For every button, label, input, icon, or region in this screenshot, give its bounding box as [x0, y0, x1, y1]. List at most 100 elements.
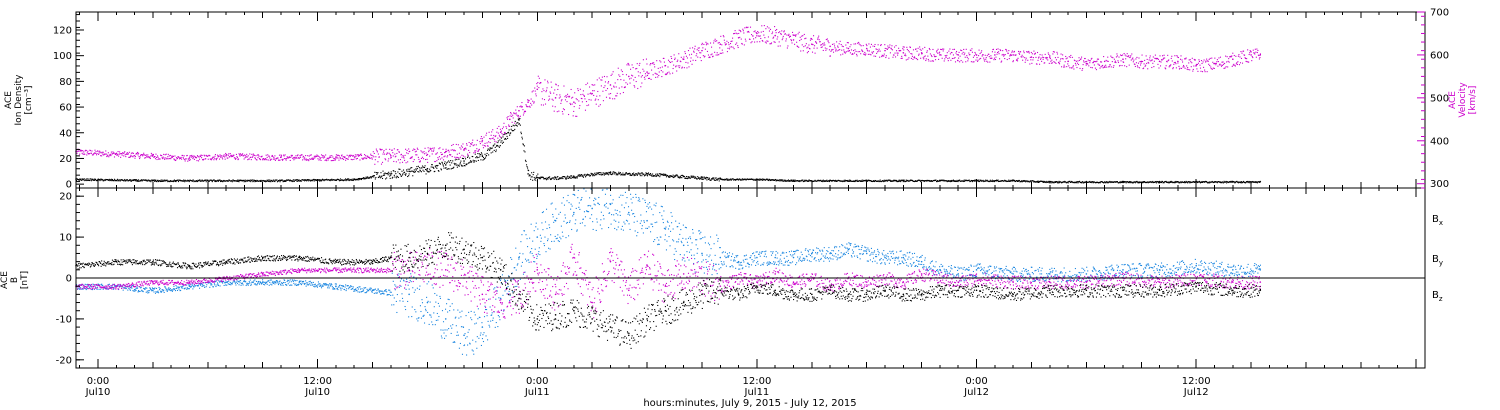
velocity-series-point: [1067, 60, 1069, 63]
by-series-point: [975, 269, 978, 271]
velocity-series-point: [463, 148, 465, 151]
field-axis-title-line: B: [10, 277, 20, 283]
bz-series-point: [1048, 281, 1051, 283]
bx-series-point: [225, 260, 227, 263]
by-series-point: [261, 281, 264, 283]
field-axis-title-line: [nT]: [20, 271, 30, 289]
density-series-point: [481, 155, 484, 157]
velocity-series-point: [335, 156, 337, 158]
velocity-series-point: [1122, 58, 1124, 61]
bz-series-point: [1232, 281, 1234, 283]
velocity-series-point: [884, 49, 886, 52]
bz-series-point: [115, 285, 118, 287]
by-series-point: [829, 252, 831, 255]
velocity-series-point: [280, 156, 282, 158]
bz-series-point: [865, 281, 868, 283]
by-series-point: [554, 219, 557, 222]
velocity-series-point: [792, 39, 795, 41]
field-axis-tick-label: -10: [56, 314, 72, 325]
by-series-point: [536, 236, 539, 238]
bx-series-point: [920, 293, 923, 296]
velocity-series-point: [737, 36, 740, 39]
density-axis-tick-label: 0: [66, 180, 72, 191]
by-series-point: [518, 256, 520, 259]
velocity-series-point: [152, 155, 154, 157]
density-series-point: [1232, 180, 1234, 183]
velocity-series-point: [536, 88, 539, 91]
velocity-series-point: [1259, 54, 1262, 56]
velocity-series-point: [554, 97, 557, 99]
by-series-point: [481, 326, 484, 328]
by-series-point: [847, 248, 850, 251]
velocity-axis-title-line: ACE: [1448, 91, 1458, 109]
bx-series-point: [774, 289, 777, 292]
velocity-series-point: [390, 155, 392, 157]
velocity-series-point: [509, 118, 511, 121]
density-series-point: [829, 179, 831, 182]
bx-series-point: [829, 289, 831, 292]
bx-series-point: [573, 309, 575, 312]
bx-series-point: [1158, 289, 1161, 292]
bz-series-point: [902, 281, 905, 283]
x-tick-day-label: Jul12: [963, 387, 989, 398]
density-series-point: [1012, 179, 1014, 182]
by-series-point: [719, 256, 722, 259]
bx-series-point: [390, 256, 392, 259]
velocity-axis-tick-label: 400: [1430, 136, 1449, 147]
bz-series-point: [646, 264, 648, 267]
x-tick-day-label: Jul10: [304, 387, 330, 398]
velocity-series-point: [1012, 54, 1014, 56]
by-series-point: [444, 318, 447, 320]
bx-series-point: [1085, 289, 1088, 292]
field-axis-tick-label: 10: [59, 233, 72, 244]
bz-series-point: [1012, 281, 1014, 283]
bx-series-point: [682, 301, 685, 304]
by-series-point: [499, 297, 502, 300]
bz-series-point: [756, 281, 758, 283]
density-series-point: [206, 179, 209, 182]
x-tick-day-label: Jul11: [744, 387, 770, 398]
by-series-point: [1012, 273, 1014, 275]
density-axis-title-line: ACE: [4, 91, 14, 109]
x-tick-time-label: 0:00: [526, 376, 548, 387]
density-series-point: [719, 178, 722, 180]
velocity-series-point: [444, 150, 447, 153]
bx-series-point: [188, 264, 191, 267]
density-series-point: [463, 160, 465, 162]
velocity-series-point: [756, 32, 758, 35]
density-axis-tick-label: 80: [59, 77, 72, 88]
by-series-point: [646, 219, 648, 222]
by-series-point: [1158, 269, 1161, 271]
velocity-series: [75, 25, 1262, 165]
bx-series-point: [1122, 289, 1124, 292]
by-series-point: [152, 289, 154, 292]
by-series-point: [408, 293, 410, 296]
bx-series-point: [481, 256, 484, 259]
bx-series-point: [884, 289, 886, 292]
by-series-point: [1259, 269, 1262, 271]
velocity-series-point: [481, 139, 484, 142]
by-series-point: [811, 252, 813, 255]
velocity-series-point: [847, 47, 850, 50]
by-series-point: [298, 281, 301, 283]
velocity-series-point: [719, 43, 722, 45]
x-tick-day-label: Jul10: [85, 387, 111, 398]
density-series-point: [902, 179, 905, 182]
bz-series-point: [371, 269, 374, 271]
bz-series-point: [792, 281, 795, 283]
bx-series-point: [646, 318, 648, 320]
by-series-point: [609, 203, 612, 206]
by-series-point: [627, 211, 630, 214]
bx-series-point: [1048, 289, 1051, 292]
bz-series-point: [719, 285, 722, 287]
bz-series-point: [335, 269, 337, 271]
by-series-point: [426, 301, 429, 304]
velocity-series-point: [609, 84, 612, 86]
velocity-series-point: [527, 101, 529, 103]
density-series-point: [701, 176, 703, 179]
by-series-point: [1195, 264, 1197, 267]
density-series-point: [408, 170, 410, 173]
density-series-point: [1085, 180, 1088, 183]
